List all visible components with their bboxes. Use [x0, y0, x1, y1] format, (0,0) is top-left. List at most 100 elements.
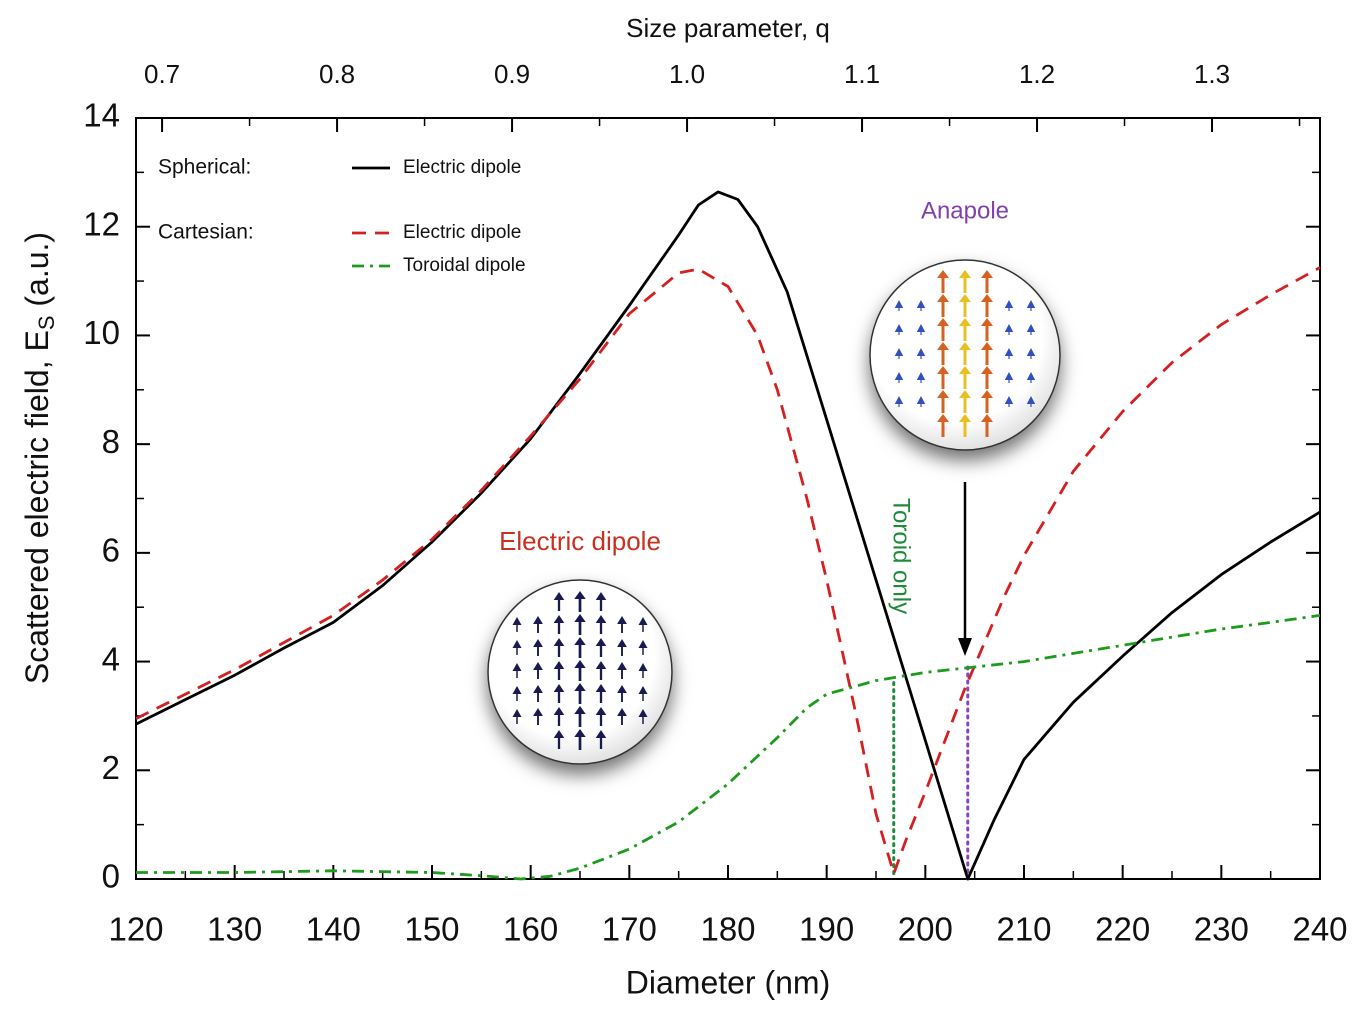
field-arrow-head [916, 300, 926, 308]
field-arrow-head [512, 617, 522, 625]
x2-tick-label: 0.9 [494, 59, 530, 89]
x-tick-label: 210 [996, 911, 1051, 948]
field-arrow-head [574, 729, 586, 737]
x-tick-label: 200 [898, 911, 953, 948]
field-arrow-head [533, 639, 543, 647]
field-arrow-head [894, 372, 904, 380]
x-tick-label: 150 [404, 911, 459, 948]
y-tick-label: 8 [102, 423, 120, 460]
field-arrow-head [959, 390, 971, 398]
x2-tick-label: 1.0 [669, 59, 705, 89]
field-arrow-head [512, 663, 522, 671]
field-arrow-head [894, 300, 904, 308]
y-tick-label: 2 [102, 749, 120, 786]
field-arrow-head [916, 348, 926, 356]
legend-label: Electric dipole [403, 222, 521, 243]
x-tick-label: 160 [503, 911, 558, 948]
x2-tick-label: 0.7 [144, 59, 180, 89]
field-arrow-head [574, 660, 586, 668]
field-arrow-head [1004, 396, 1014, 404]
field-arrow-head [894, 396, 904, 404]
field-arrow-head [595, 638, 607, 646]
field-arrow-head [959, 270, 971, 278]
field-arrow-head [959, 414, 971, 422]
field-arrow-head [916, 396, 926, 404]
series-line [135, 266, 1321, 875]
y-label-sub: S [34, 315, 59, 330]
field-arrow-head [595, 592, 607, 600]
field-arrow-head [638, 709, 648, 717]
field-arrow-head [533, 662, 543, 670]
x-tick-label: 230 [1194, 911, 1249, 948]
field-arrow-head [617, 662, 627, 670]
field-arrow-head [1026, 396, 1036, 404]
field-arrow-head [1004, 324, 1014, 332]
y-tick-label: 14 [83, 97, 120, 134]
y-tick-label: 6 [102, 532, 120, 569]
y-tick-label: 0 [102, 858, 120, 895]
field-arrow-head [595, 615, 607, 623]
field-arrow-head [553, 684, 565, 692]
x-tick-label: 140 [306, 911, 361, 948]
x2-tick-label: 1.3 [1194, 59, 1230, 89]
field-arrow-head [617, 616, 627, 624]
field-arrow-head [512, 709, 522, 717]
x2-axis-label: Size parameter, q [626, 13, 830, 43]
field-arrow-head [981, 270, 993, 278]
x-tick-label: 130 [207, 911, 262, 948]
field-arrow-head [595, 684, 607, 692]
field-arrow-head [937, 342, 949, 350]
x2-tick-label: 1.1 [844, 59, 880, 89]
field-arrow-head [916, 372, 926, 380]
field-arrow-head [638, 617, 648, 625]
x-tick-label: 220 [1095, 911, 1150, 948]
field-arrow-head [1026, 324, 1036, 332]
field-arrow-head [1026, 300, 1036, 308]
field-arrow-head [937, 390, 949, 398]
field-arrow-head [617, 685, 627, 693]
x-tick-label: 170 [602, 911, 657, 948]
arrow-head [958, 638, 972, 656]
field-arrow-head [512, 686, 522, 694]
field-arrow-head [533, 616, 543, 624]
field-arrow-head [981, 414, 993, 422]
field-arrow-head [894, 324, 904, 332]
field-arrow-head [638, 686, 648, 694]
x2-tick-label: 0.8 [319, 59, 355, 89]
x-axis-label: Diameter (nm) [626, 964, 830, 1000]
field-arrow-head [981, 294, 993, 302]
field-arrow-head [533, 708, 543, 716]
field-arrow-head [937, 366, 949, 374]
field-arrow-head [595, 730, 607, 738]
field-arrow-head [916, 324, 926, 332]
field-arrow-head [553, 638, 565, 646]
field-arrow-head [533, 685, 543, 693]
series-line [135, 190, 1321, 881]
field-arrow-head [1004, 372, 1014, 380]
field-arrow-head [595, 707, 607, 715]
x-tick-label: 180 [700, 911, 755, 948]
field-arrow-head [937, 270, 949, 278]
field-arrow-head [937, 318, 949, 326]
field-arrow-head [1004, 300, 1014, 308]
field-arrow-head [638, 640, 648, 648]
field-arrow-head [574, 683, 586, 691]
field-arrow-head [512, 640, 522, 648]
field-arrow-head [617, 708, 627, 716]
field-arrow-head [937, 294, 949, 302]
y-tick-label: 12 [83, 205, 120, 242]
y-label-text: Scattered electric field, E [19, 330, 55, 684]
field-arrow-head [574, 637, 586, 645]
annotation: Electric dipole [499, 526, 661, 556]
field-arrow-head [595, 661, 607, 669]
y-tick-label: 4 [102, 640, 120, 677]
field-arrow-head [1004, 348, 1014, 356]
field-arrow-head [617, 639, 627, 647]
annotation: Anapole [921, 197, 1009, 224]
series-line [136, 614, 1321, 881]
field-arrow-head [553, 592, 565, 600]
field-arrow-head [553, 615, 565, 623]
legend-group-title: Cartesian: [158, 221, 254, 244]
field-arrow-head [959, 366, 971, 374]
legend-label: Toroidal dipole [403, 255, 526, 276]
